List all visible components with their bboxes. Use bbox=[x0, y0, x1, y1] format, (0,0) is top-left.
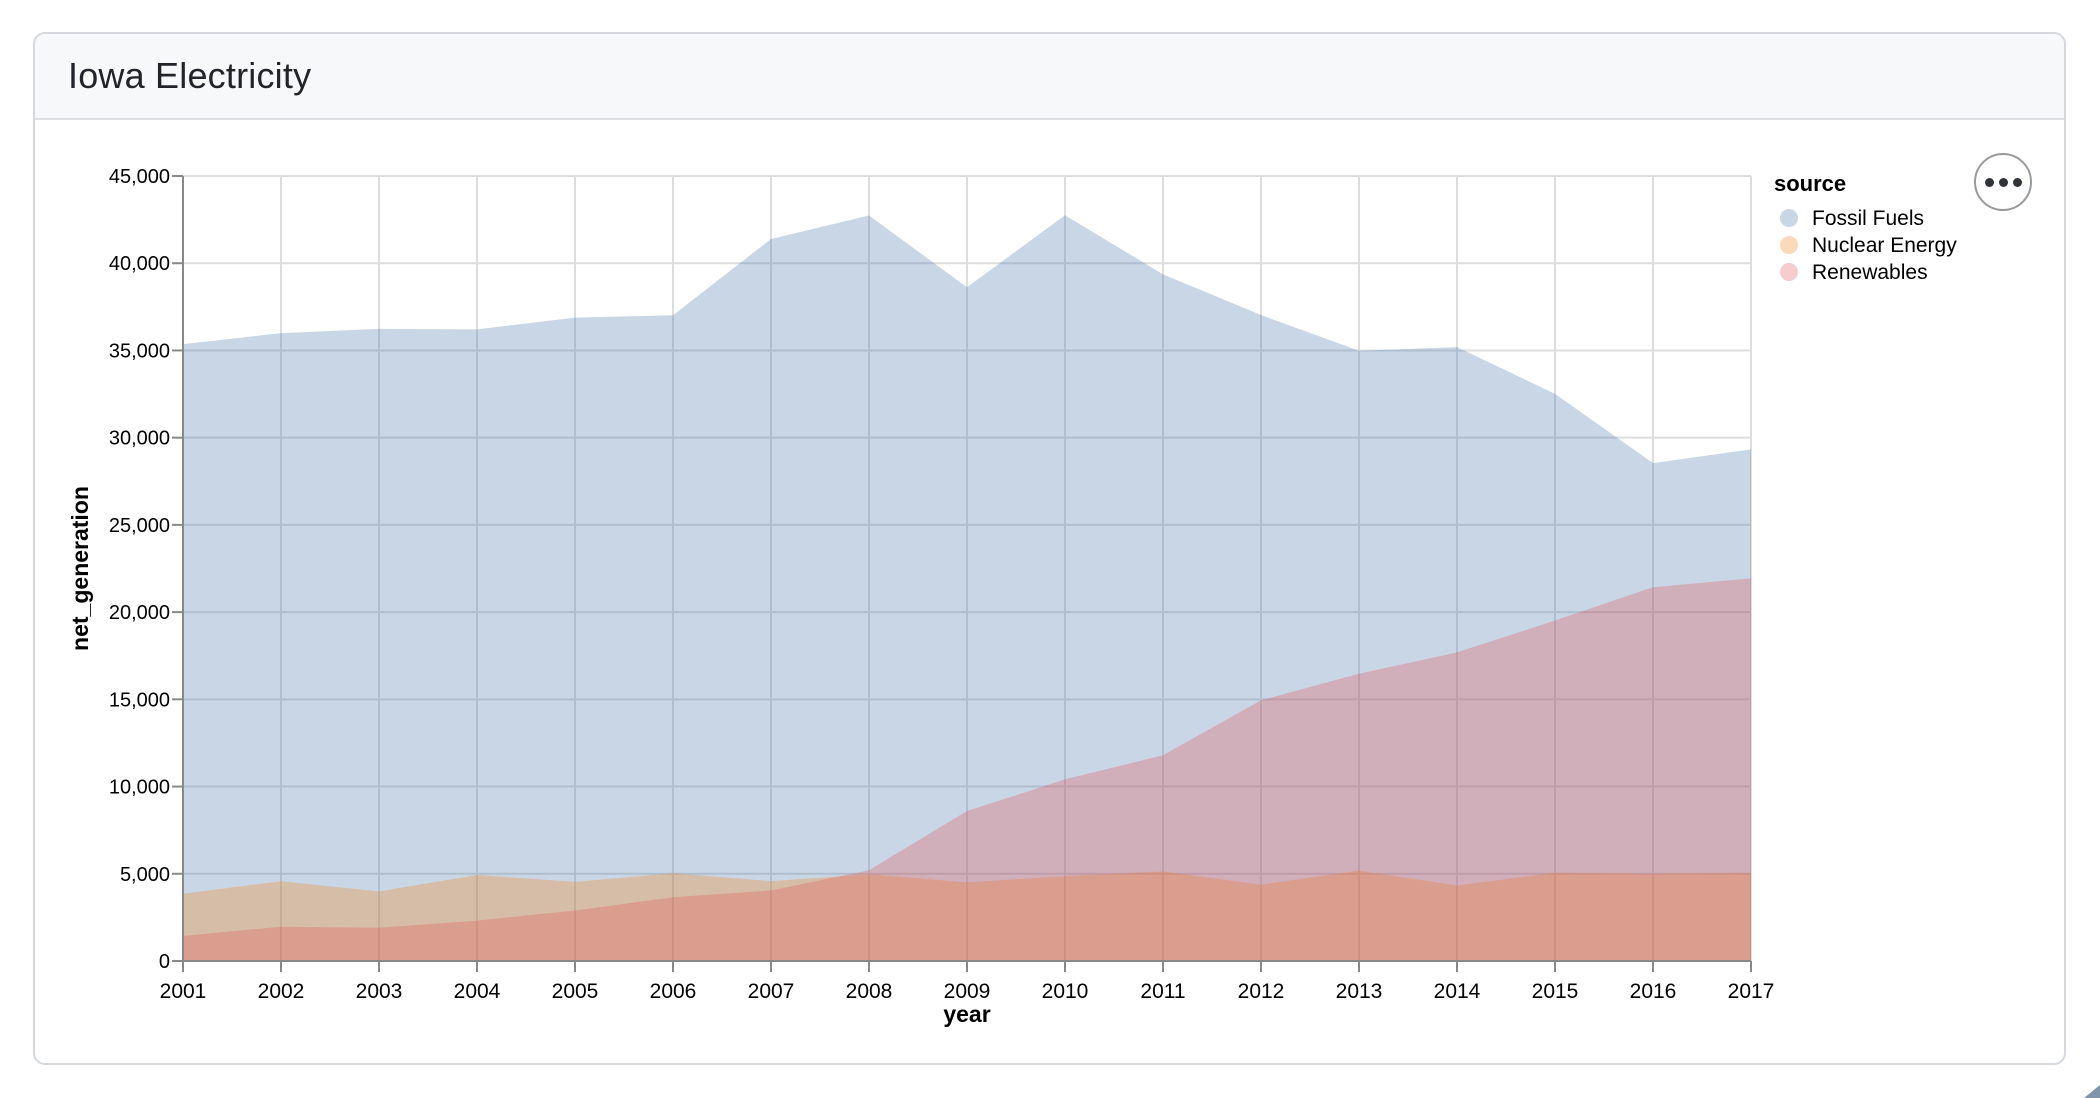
y-tick-label: 40,000 bbox=[109, 253, 170, 275]
chart-actions-button[interactable] bbox=[1974, 153, 2032, 211]
x-tick-label: 2008 bbox=[846, 980, 893, 1003]
area-renewables bbox=[183, 578, 1751, 961]
legend-label: Renewables bbox=[1812, 261, 1928, 284]
x-axis-labels: 2001 2002 2003 2004 2005 2006 2007 2008 2009 2010… bbox=[160, 980, 1775, 1003]
x-tick-label: 2009 bbox=[944, 980, 991, 1003]
resize-corner-icon bbox=[2084, 1085, 2100, 1098]
chart-card: Iowa Electricity bbox=[33, 32, 2066, 1065]
y-tick-label: 20,000 bbox=[109, 602, 170, 624]
legend-label: Nuclear Energy bbox=[1812, 234, 1957, 257]
x-gridlines bbox=[182, 176, 1752, 961]
y-tick-label: 30,000 bbox=[109, 428, 170, 450]
y-tick-label: 35,000 bbox=[109, 340, 170, 362]
x-tick-label: 2001 bbox=[160, 980, 207, 1003]
legend-swatch bbox=[1780, 236, 1798, 254]
area-fossil-fuels bbox=[183, 215, 1751, 961]
area-nuclear-energy bbox=[183, 870, 1751, 961]
x-tick-label: 2004 bbox=[454, 980, 501, 1003]
card-title: Iowa Electricity bbox=[68, 55, 312, 96]
y-tick-label: 10,000 bbox=[109, 777, 170, 799]
legend-title: source bbox=[1774, 171, 1846, 196]
legend-swatch bbox=[1780, 209, 1798, 227]
x-tick-label: 2006 bbox=[650, 980, 697, 1003]
y-tick-label: 25,000 bbox=[109, 515, 170, 537]
x-tick-label: 2011 bbox=[1140, 980, 1185, 1003]
legend-swatch bbox=[1780, 263, 1798, 281]
x-tick-label: 2003 bbox=[356, 980, 403, 1003]
y-tick-label: 45,000 bbox=[109, 166, 170, 188]
x-tick-label: 2002 bbox=[258, 980, 305, 1003]
legend-item-renewables: Renewables bbox=[1780, 261, 1928, 284]
y-axis-labels: 0 5,000 10,000 15,000 20,000 25,000 30,000 35,0… bbox=[109, 166, 170, 973]
x-tick-label: 2012 bbox=[1238, 980, 1285, 1003]
x-tick-label: 2007 bbox=[748, 980, 795, 1003]
y-axis-title: net_generation bbox=[67, 486, 93, 651]
legend-item-nuclear-energy: Nuclear Energy bbox=[1780, 234, 1957, 257]
y-tick-label: 15,000 bbox=[109, 689, 170, 711]
ellipsis-icon bbox=[1984, 177, 2022, 187]
x-tick-label: 2015 bbox=[1532, 980, 1579, 1003]
y-tick-label: 0 bbox=[159, 951, 170, 973]
axes bbox=[172, 175, 1752, 972]
legend-label: Fossil Fuels bbox=[1812, 207, 1924, 230]
y-tick-label: 5,000 bbox=[120, 864, 170, 886]
card-header: Iowa Electricity bbox=[35, 34, 2064, 120]
x-axis-title: year bbox=[943, 1001, 990, 1027]
x-tick-label: 2014 bbox=[1434, 980, 1481, 1003]
legend-item-fossil-fuels: Fossil Fuels bbox=[1780, 207, 1924, 230]
x-tick-label: 2005 bbox=[552, 980, 599, 1003]
x-tick-label: 2016 bbox=[1630, 980, 1677, 1003]
legend: source Fossil Fuels Nuclear Energy Renewabl… bbox=[1774, 171, 1957, 284]
x-tick-label: 2017 bbox=[1728, 980, 1775, 1003]
x-tick-label: 2013 bbox=[1336, 980, 1383, 1003]
x-tick-label: 2010 bbox=[1042, 980, 1089, 1003]
